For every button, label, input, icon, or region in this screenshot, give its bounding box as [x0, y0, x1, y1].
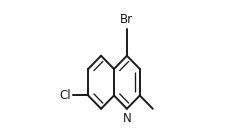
Text: Cl: Cl — [59, 89, 71, 102]
Text: Br: Br — [120, 13, 133, 26]
Text: N: N — [122, 112, 131, 125]
